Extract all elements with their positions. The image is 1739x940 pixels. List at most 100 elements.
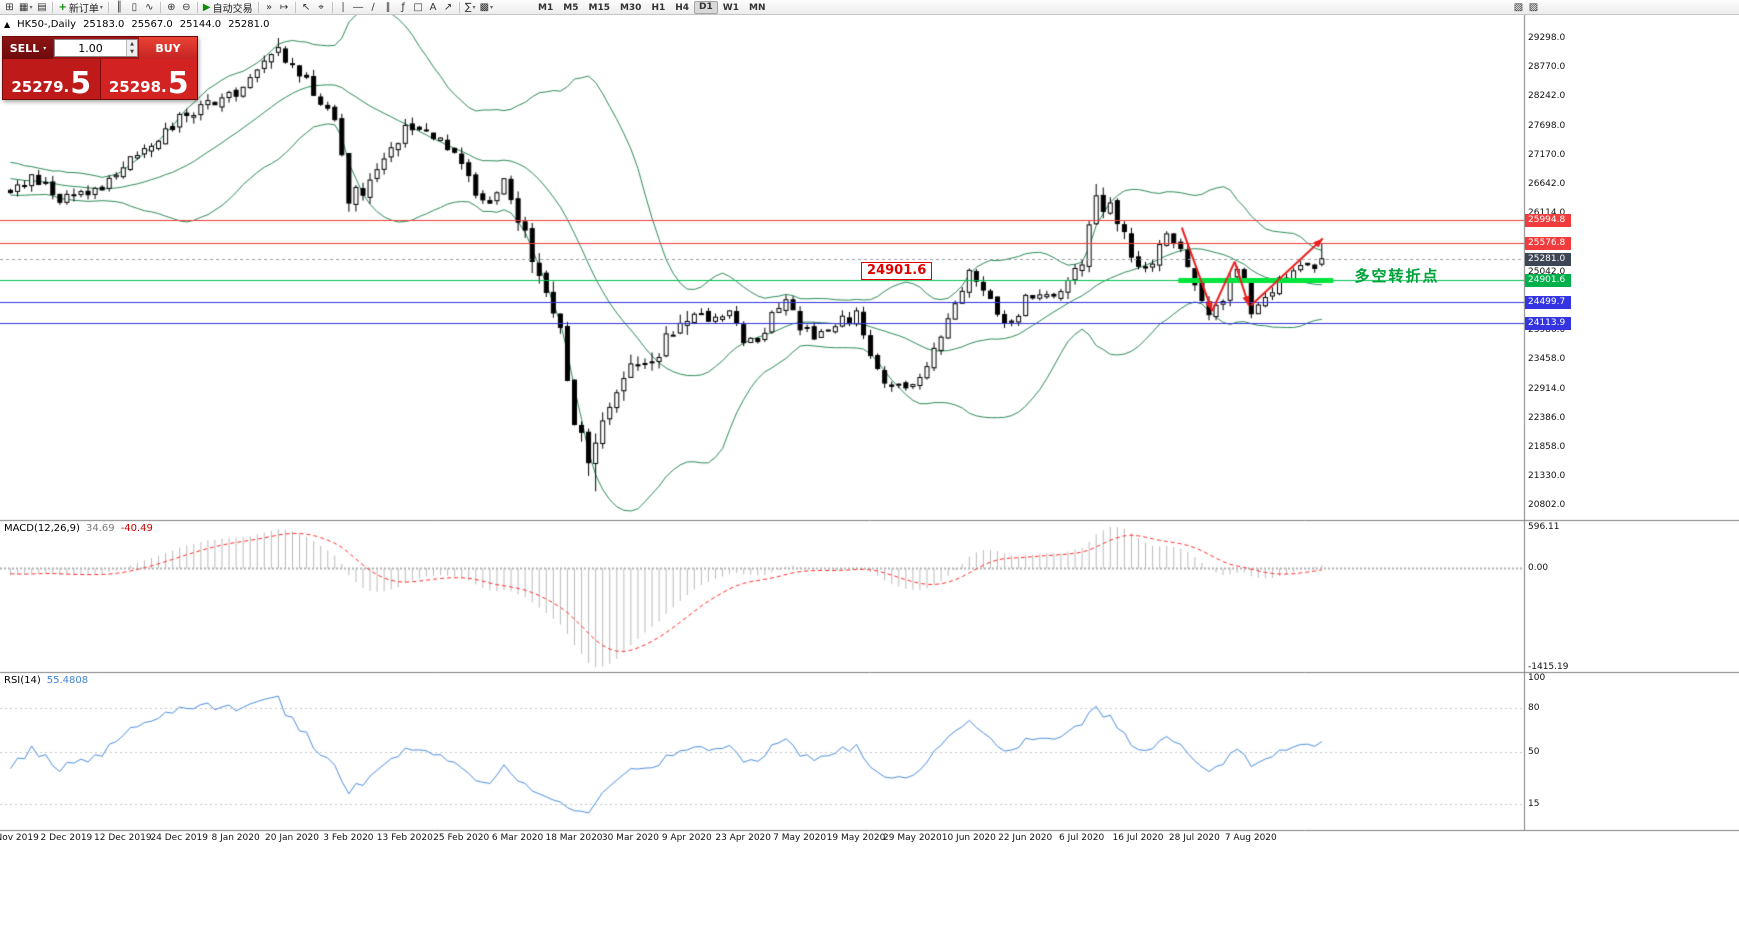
support-level-price-label[interactable]: 24901.6 <box>861 261 933 280</box>
new-order-button[interactable]: + 新订单 ▾ <box>56 1 104 15</box>
new-order-label: 新订单 <box>68 3 99 15</box>
toolbar-separator <box>196 1 198 13</box>
new-chart-icon: ⊞ <box>5 1 14 13</box>
crosshair-icon: ⌖ <box>318 1 324 13</box>
windows-button[interactable]: ▤ <box>34 1 49 14</box>
shapes-button[interactable]: □ <box>411 1 426 14</box>
chevron-down-icon: ▾ <box>490 3 494 11</box>
volume-box: ▲ ▼ <box>54 39 138 57</box>
one-click-trading-panel: SELL ▾ ▲ ▼ BUY 25279.5 25298.5 <box>2 36 198 100</box>
timeframe-mn[interactable]: MN <box>748 2 766 13</box>
chart-ohlc-header: ▲ HK50-,Daily 25183.0 25567.0 25144.0 25… <box>4 19 270 30</box>
volume-stepper[interactable]: ▲ ▼ <box>126 40 137 56</box>
autotrading-label: 自动交易 <box>212 3 253 15</box>
rsi-indicator-title: RSI(14) 55.4808 <box>4 675 88 686</box>
template-icon: ▩ <box>479 1 490 13</box>
sell-button[interactable]: SELL ▾ <box>3 37 53 59</box>
buy-price-display[interactable]: 25298. 5 <box>100 59 197 101</box>
windows-icon: ▤ <box>37 1 47 13</box>
zoom-out-button[interactable]: ⊖ <box>179 1 194 14</box>
chevron-down-icon: ▾ <box>29 3 33 11</box>
candlestick-chart-icon: ▯ <box>131 1 138 13</box>
chart-shift-button[interactable]: ↦ <box>277 1 292 14</box>
autotrading-button[interactable]: ▶ 自动交易 <box>201 1 255 15</box>
sell-price-display[interactable]: 25279. 5 <box>3 59 101 99</box>
spin-up-icon[interactable]: ▲ <box>127 40 137 48</box>
fibonacci-button[interactable]: ƒ <box>396 1 411 14</box>
timeframe-m30[interactable]: M30 <box>619 2 642 13</box>
text-tool-icon: A <box>429 1 437 13</box>
buy-button[interactable]: BUY <box>139 37 197 59</box>
vertical-line-button[interactable]: ∣ <box>336 1 351 14</box>
profiles-button[interactable]: ▦ ▾ <box>17 1 34 14</box>
toolbar-separator <box>159 1 161 13</box>
doc-button-1[interactable]: ▧ <box>1511 1 1526 14</box>
toolbar-separator <box>107 1 109 13</box>
chevron-down-icon: ▾ <box>43 44 47 52</box>
chart-shift-icon: ↦ <box>279 1 289 13</box>
rsi-label: RSI(14) <box>4 675 41 686</box>
toolbar: ⊞ ▦ ▾ ▤ + 新订单 ▾ ║ ▯ ∿ ⊕ ⊖ ▶ 自动交易 » ↦ ↖ ⌖ ∣ ―… <box>0 0 1739 15</box>
doc-button-2[interactable]: ▨ <box>1526 1 1541 14</box>
buy-price-big-digit: 5 <box>167 65 189 101</box>
shapes-icon: □ <box>413 1 423 13</box>
volume-input[interactable] <box>55 40 126 56</box>
template-button[interactable]: ▩ ▾ <box>478 1 495 14</box>
horizontal-line-icon: ― <box>353 1 364 13</box>
zoom-in-button[interactable]: ⊕ <box>164 1 179 14</box>
toolbar-separator <box>331 1 333 13</box>
new-chart-button[interactable]: ⊞ <box>2 1 17 14</box>
channel-icon: ∥ <box>385 1 391 13</box>
timeframe-m15[interactable]: M15 <box>588 2 610 13</box>
toolbar-separator <box>294 1 296 13</box>
indicators-icon: ∑ <box>464 1 472 13</box>
zoom-in-icon: ⊕ <box>167 1 176 13</box>
scroll-end-icon: » <box>266 1 273 13</box>
timeframe-h4[interactable]: H4 <box>675 2 690 13</box>
sell-button-label: SELL <box>9 41 40 55</box>
rsi-value: 55.4808 <box>46 675 89 686</box>
turning-point-note[interactable]: 多空转折点 <box>1354 266 1440 285</box>
timeframe-d1[interactable]: D1 <box>694 0 718 14</box>
timeframe-m1[interactable]: M1 <box>538 2 554 13</box>
trendline-button[interactable]: ∕ <box>366 1 381 14</box>
sell-price-main: 25279. <box>11 77 70 96</box>
timeframe-w1[interactable]: W1 <box>722 2 739 13</box>
timeframe-h1[interactable]: H1 <box>651 2 666 13</box>
document-icon: ▧ <box>1513 2 1524 13</box>
fibonacci-icon: ƒ <box>401 1 405 13</box>
cursor-icon: ↖ <box>301 1 311 13</box>
collapse-arrow-icon[interactable]: ▲ <box>4 20 11 29</box>
spin-down-icon[interactable]: ▼ <box>127 48 137 56</box>
buy-button-label: BUY <box>155 41 181 55</box>
macd-signal-value: -40.49 <box>120 523 153 534</box>
chevron-down-icon: ▾ <box>99 3 103 11</box>
horizontal-line-button[interactable]: ― <box>351 1 366 14</box>
chevron-down-icon: ▾ <box>472 3 476 11</box>
crosshair-button[interactable]: ⌖ <box>314 1 329 14</box>
timeframe-m5[interactable]: M5 <box>563 2 579 13</box>
zoom-out-icon: ⊖ <box>182 1 191 13</box>
toolbar-separator <box>458 1 460 13</box>
toolbar-separator <box>52 1 54 13</box>
buy-price-main: 25298. <box>108 77 167 96</box>
chart-line-button[interactable]: ∿ <box>142 1 157 14</box>
line-chart-icon: ∿ <box>145 1 154 13</box>
scroll-to-end-button[interactable]: » <box>262 1 277 14</box>
trendline-icon: ∕ <box>371 1 375 13</box>
chart-canvas[interactable] <box>0 0 1739 852</box>
plus-icon: + <box>58 1 67 13</box>
vertical-line-icon: ∣ <box>340 1 346 13</box>
sell-price-big-digit: 5 <box>70 65 92 101</box>
text-tool-button[interactable]: A <box>426 1 441 14</box>
chart-candles-button[interactable]: ▯ <box>127 1 142 14</box>
channel-button[interactable]: ∥ <box>381 1 396 14</box>
open-value: 25183.0 <box>83 19 125 30</box>
indicators-button[interactable]: ∑ ▾ <box>463 1 478 14</box>
chart-bars-button[interactable]: ║ <box>112 1 127 14</box>
macd-main-value: 34.69 <box>85 523 115 534</box>
arrow-tool-button[interactable]: ↗ <box>441 1 456 14</box>
high-value: 25567.0 <box>131 19 173 30</box>
cursor-button[interactable]: ↖ <box>299 1 314 14</box>
